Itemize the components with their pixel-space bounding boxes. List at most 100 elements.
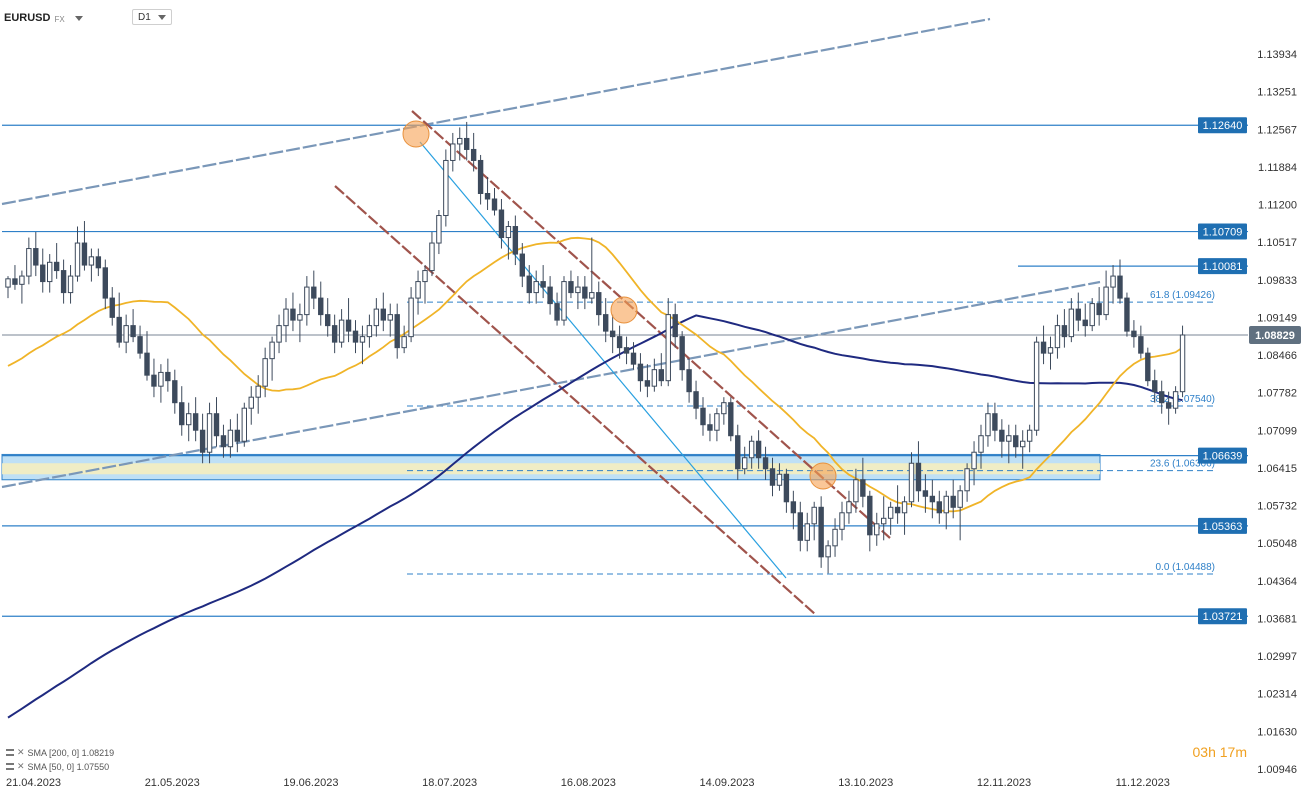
level-tag-label: 1.05363	[1203, 521, 1243, 533]
candles	[5, 121, 1186, 574]
candle	[450, 132, 456, 172]
candle-body	[623, 347, 630, 354]
candle	[950, 479, 956, 519]
candle-body	[908, 462, 915, 503]
candle-body	[1082, 319, 1088, 327]
indicator-settings-icon[interactable]	[6, 749, 14, 756]
symbol-selector[interactable]: EURUSD FX	[4, 9, 83, 27]
candle-body	[693, 391, 699, 409]
candle-body	[1145, 352, 1151, 382]
candle-body	[102, 267, 108, 299]
candle-body	[241, 407, 248, 442]
candle-body	[1061, 325, 1068, 338]
candle	[637, 353, 644, 392]
candle-body	[950, 495, 956, 508]
candle	[436, 210, 442, 255]
symbol-dropdown-icon[interactable]	[74, 15, 83, 21]
candle	[1047, 336, 1054, 370]
candle-body	[714, 413, 720, 431]
candle-body	[1152, 380, 1158, 393]
timeframe-selector[interactable]: D1	[132, 9, 172, 25]
candle	[728, 397, 734, 442]
indicator-remove-icon[interactable]: ✕	[17, 761, 25, 771]
price-tick-label: 1.05732	[1257, 501, 1297, 513]
candle	[658, 353, 664, 387]
candle-body	[686, 369, 692, 393]
indicator-remove-icon[interactable]: ✕	[17, 747, 25, 757]
level-tag-label: 1.12640	[1203, 120, 1243, 132]
candle	[790, 490, 797, 530]
candle	[971, 441, 977, 486]
candle	[422, 265, 428, 304]
candle	[512, 215, 519, 266]
candle	[554, 292, 560, 326]
candle	[387, 303, 393, 337]
highlight-circle	[610, 296, 638, 324]
date-tick-label: 21.04.2023	[6, 777, 61, 789]
indicator-settings-icon[interactable]	[6, 763, 14, 770]
candle-body	[373, 308, 380, 327]
highlight-circle	[402, 120, 430, 148]
candle-body	[477, 159, 484, 194]
candle-body	[304, 286, 310, 316]
candle-body	[220, 435, 227, 448]
price-tick-label: 1.06415	[1257, 463, 1297, 475]
candle	[269, 336, 275, 381]
candle	[1096, 287, 1102, 326]
candle	[151, 358, 157, 398]
candle	[853, 468, 859, 513]
candle	[325, 298, 331, 337]
indicator-legend-sma200[interactable]: ✕ SMA [200, 0] 1.08219	[6, 747, 114, 758]
candle-body	[464, 137, 470, 150]
candle	[345, 298, 352, 343]
candle	[234, 413, 241, 453]
candle	[679, 331, 685, 381]
timeframe-dropdown-icon[interactable]	[158, 14, 166, 20]
price-tick-label: 1.05048	[1257, 538, 1297, 550]
candle	[498, 199, 505, 249]
candle	[1075, 292, 1081, 332]
candle-body	[130, 325, 136, 338]
price-tick-label: 1.12567	[1257, 124, 1297, 136]
candle	[957, 485, 963, 541]
candle	[519, 243, 525, 288]
candle	[804, 512, 810, 552]
candle	[1179, 325, 1186, 398]
candle	[457, 127, 463, 161]
indicator-label: SMA [50, 0] 1.07550	[27, 761, 110, 772]
wedge-upper-line	[1, 17, 991, 206]
price-tick-label: 1.09833	[1257, 275, 1297, 287]
candle-body	[172, 380, 178, 404]
candle-body	[491, 198, 498, 211]
candle-body	[922, 490, 929, 497]
candle	[144, 331, 150, 381]
level-tag-label: 1.10081	[1203, 261, 1243, 273]
candle	[686, 358, 692, 403]
exchange-label: FX	[54, 14, 65, 24]
fib-label: 23.6 (1.06366)	[1150, 459, 1215, 470]
candle-body	[318, 297, 324, 316]
candle	[867, 490, 873, 552]
candle-body	[1172, 391, 1179, 409]
price-tick-label: 1.02314	[1257, 689, 1297, 701]
candle-body	[123, 325, 129, 343]
indicator-legend-sma50[interactable]: ✕ SMA [50, 0] 1.07550	[6, 761, 109, 772]
level-tag	[1198, 608, 1247, 625]
candle	[1033, 336, 1040, 436]
date-tick-label: 13.10.2023	[838, 777, 893, 789]
candle-body	[603, 314, 609, 332]
candle-body	[575, 286, 581, 294]
candle	[575, 276, 581, 310]
candle-body	[81, 242, 88, 266]
candle-body	[192, 413, 199, 431]
candle	[123, 314, 129, 354]
candle-body	[992, 413, 998, 431]
candle	[700, 397, 706, 436]
candle	[1172, 386, 1179, 414]
candle-body	[366, 325, 373, 338]
candle-body	[637, 363, 644, 382]
candle-body	[408, 297, 414, 338]
candle-body	[248, 396, 254, 409]
candle	[811, 501, 817, 541]
